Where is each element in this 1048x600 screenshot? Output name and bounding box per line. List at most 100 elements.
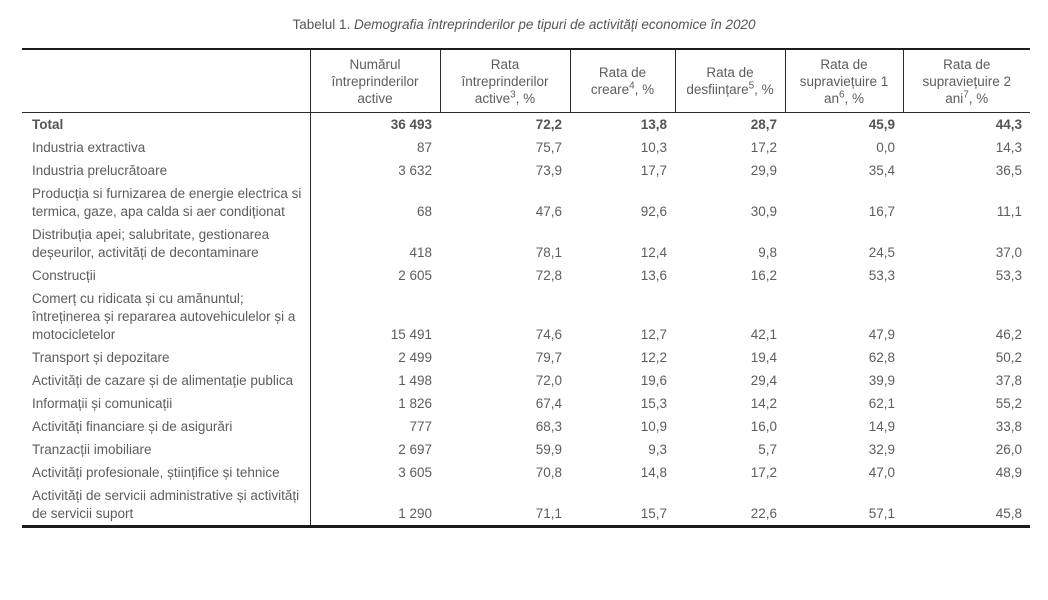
cell-value: 1 498 <box>398 372 432 388</box>
cell-value: 57,1 <box>868 505 895 521</box>
cell-value: 53,3 <box>868 267 895 283</box>
cell-value: 17,7 <box>640 162 667 178</box>
table-row: Distribuția apei; salubritate, gestionar… <box>22 223 1030 264</box>
column-header-rata-supravietuire-2-ani: Rata de supraviețuire 2 ani7, % <box>903 49 1030 113</box>
cell-value: 42,1 <box>750 326 777 342</box>
cell-value: 14,2 <box>750 395 777 411</box>
cell-value: 2 605 <box>398 267 432 283</box>
header-unit: , % <box>968 90 989 106</box>
table-row: Activități profesionale, științifice și … <box>22 461 1030 484</box>
cell-value: 36,5 <box>995 162 1022 178</box>
header-footnote-ref: 5 <box>748 80 755 92</box>
table-body: Total 36 493 72,2 13,8 28,7 45,9 44,3 Industria… <box>22 112 1030 527</box>
cell-value: 14,3 <box>995 139 1022 155</box>
cell-value: 12,4 <box>640 244 667 260</box>
cell-value: 26,0 <box>995 441 1022 457</box>
cell-value: 15,7 <box>640 505 667 521</box>
table-row: Industria extractiva 87 75,7 10,3 17,2 0,0 14,… <box>22 136 1030 159</box>
cell-value: 11,1 <box>996 203 1022 219</box>
cell-value: 418 <box>409 244 432 260</box>
cell-value: 62,8 <box>868 349 895 365</box>
cell-value: 17,2 <box>750 464 777 480</box>
header-unit: , % <box>754 82 774 97</box>
table-row: Informații și comunicații 1 826 67,4 15,3 14… <box>22 392 1030 415</box>
table-row: Comerț cu ridicata și cu amănuntul; într… <box>22 287 1030 346</box>
cell-value: 5,7 <box>758 441 777 457</box>
cell-value: 16,0 <box>750 418 777 434</box>
row-label: Industria prelucrătoare <box>22 159 311 182</box>
cell-value: 13,8 <box>640 116 667 132</box>
header-text: Rata întreprinderilor active <box>461 56 549 106</box>
table-row: Activități financiare și de asigurări 777… <box>22 415 1030 438</box>
column-header-numarul-intreprinderilor-active: Numărul întreprinderilor active <box>310 49 441 113</box>
cell-value: 10,9 <box>640 418 667 434</box>
cell-value: 12,7 <box>640 326 667 342</box>
table-row: Producția si furnizarea de energie elect… <box>22 182 1030 223</box>
row-label: Informații și comunicații <box>22 392 311 415</box>
cell-value: 777 <box>409 418 432 434</box>
table-row: Activități de servicii administrative și… <box>22 484 1030 527</box>
cell-value: 2 499 <box>398 349 432 365</box>
cell-value: 9,3 <box>648 441 667 457</box>
cell-value: 16,2 <box>750 267 777 283</box>
cell-value: 45,9 <box>868 116 895 132</box>
row-label: Construcții <box>22 264 311 287</box>
row-label: Industria extractiva <box>22 136 311 159</box>
cell-value: 39,9 <box>868 372 895 388</box>
cell-value: 1 826 <box>398 395 432 411</box>
cell-value: 68 <box>416 203 432 219</box>
table-title-italic: Demografia întreprinderilor pe tipuri de… <box>354 17 756 32</box>
cell-value: 74,6 <box>535 326 562 342</box>
column-header-rata-de-desfiintare: Rata de desființare5, % <box>675 49 786 113</box>
cell-value: 70,8 <box>535 464 562 480</box>
header-text: Rata de supraviețuire 2 ani <box>922 56 1012 106</box>
cell-value: 87 <box>416 139 432 155</box>
cell-value: 24,5 <box>868 244 895 260</box>
row-label: Activități financiare și de asigurări <box>22 415 311 438</box>
cell-value: 14,9 <box>868 418 895 434</box>
row-label: Producția si furnizarea de energie elect… <box>22 182 311 223</box>
enterprise-demography-table: Numărul întreprinderilor active Rata înt… <box>22 48 1030 528</box>
cell-value: 29,4 <box>750 372 777 388</box>
cell-value: 78,1 <box>535 244 562 260</box>
corner-cell <box>22 49 311 113</box>
row-label: Distribuția apei; salubritate, gestionar… <box>22 223 311 264</box>
header-text: Rata de supraviețuire 1 an <box>799 56 889 106</box>
cell-value: 59,9 <box>535 441 562 457</box>
cell-value: 72,0 <box>535 372 562 388</box>
cell-value: 45,8 <box>995 505 1022 521</box>
cell-value: 15,3 <box>640 395 667 411</box>
row-label: Total <box>22 112 311 136</box>
column-header-rata-intreprinderilor-active: Rata întreprinderilor active3, % <box>440 49 571 113</box>
header-text: Numărul întreprinderilor active <box>331 56 419 106</box>
table-row: Tranzacții imobiliare 2 697 59,9 9,3 5,7 32,9… <box>22 438 1030 461</box>
cell-value: 12,2 <box>640 349 667 365</box>
cell-value: 32,9 <box>868 441 895 457</box>
table-title: Tabelul 1. Demografia întreprinderilor p… <box>0 15 1048 34</box>
cell-value: 10,3 <box>640 139 667 155</box>
cell-value: 0,0 <box>876 139 895 155</box>
table-title-prefix: Tabelul 1. <box>292 17 355 32</box>
cell-value: 22,6 <box>750 505 777 521</box>
cell-value: 33,8 <box>995 418 1022 434</box>
cell-value: 2 697 <box>398 441 432 457</box>
row-label: Transport și depozitare <box>22 346 311 369</box>
table-row: Construcții 2 605 72,8 13,6 16,2 53,3 53,3 <box>22 264 1030 287</box>
cell-value: 92,6 <box>640 203 667 219</box>
cell-value: 1 290 <box>398 505 432 521</box>
cell-value: 47,0 <box>868 464 895 480</box>
cell-value: 53,3 <box>995 267 1022 283</box>
column-header-rata-de-creare: Rata de creare4, % <box>570 49 676 113</box>
cell-value: 37,8 <box>995 372 1022 388</box>
header-unit: , % <box>634 82 655 97</box>
cell-value: 47,6 <box>535 203 562 219</box>
cell-value: 75,7 <box>535 139 562 155</box>
cell-value: 19,6 <box>640 372 667 388</box>
cell-value: 37,0 <box>995 244 1022 260</box>
table-row: Transport și depozitare 2 499 79,7 12,2 19,4… <box>22 346 1030 369</box>
cell-value: 71,1 <box>535 505 562 521</box>
cell-value: 67,4 <box>535 395 562 411</box>
cell-value: 50,2 <box>995 349 1022 365</box>
row-label: Tranzacții imobiliare <box>22 438 311 461</box>
